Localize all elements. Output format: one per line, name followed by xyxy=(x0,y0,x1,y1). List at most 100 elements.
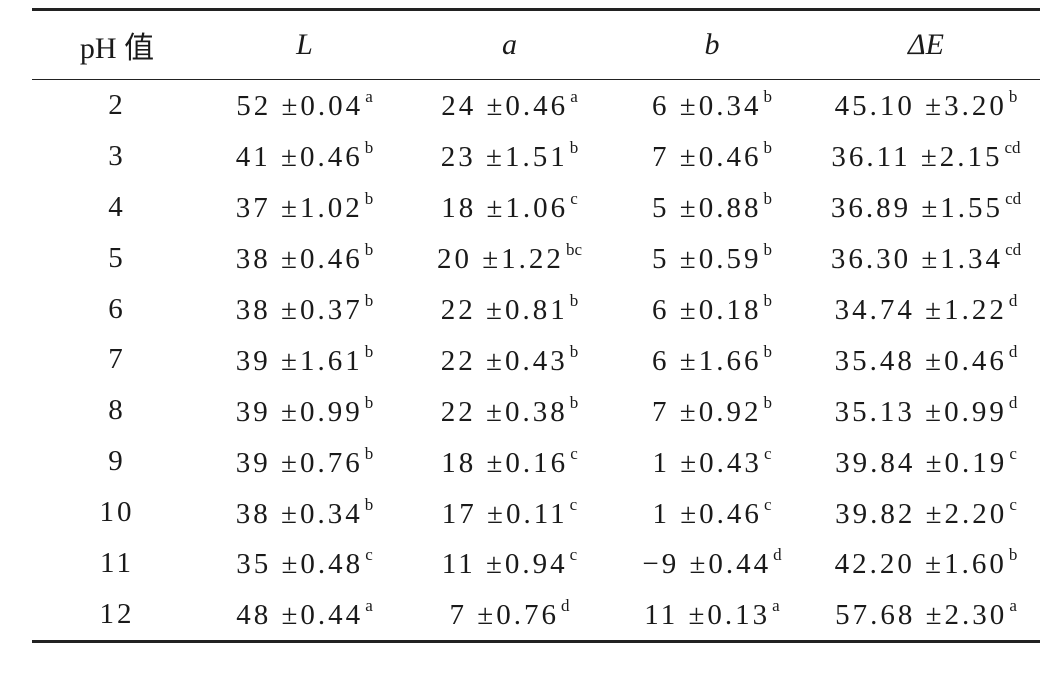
cell-value: 17 ±0.11 xyxy=(441,497,568,530)
column-header: b xyxy=(612,9,812,80)
significance-letter: d xyxy=(773,545,782,565)
value-cell: 39.82 ±2.20 c xyxy=(812,487,1040,538)
significance-letter: a xyxy=(1009,596,1017,616)
ph-cell: 11 xyxy=(100,546,134,579)
value-cell: 35 ±0.48 c xyxy=(202,538,407,589)
significance-letter: c xyxy=(569,545,578,565)
significance-letter: b xyxy=(364,189,374,209)
value-cell: 36.30 ±1.34 cd xyxy=(812,233,1040,284)
cell-value: −9 ±0.44 xyxy=(642,548,772,581)
ph-cell: 4 xyxy=(108,190,126,223)
cell-value: 5 ±0.59 xyxy=(652,243,762,276)
cell-value: 36.30 ±1.34 xyxy=(830,243,1004,276)
cell-value: 22 ±0.43 xyxy=(440,344,568,377)
significance-letter: a xyxy=(365,596,373,616)
significance-letter: bc xyxy=(565,240,582,260)
value-cell: 11 ±0.94 c xyxy=(407,538,612,589)
value-cell: 39 ±0.76 b xyxy=(202,436,407,487)
cell-value: 5 ±0.88 xyxy=(652,192,762,225)
significance-letter: a xyxy=(772,596,780,616)
significance-letter: b xyxy=(1008,545,1018,565)
value-cell: 36.11 ±2.15 cd xyxy=(812,131,1040,182)
table-row: 2 52 ±0.04 a 24 ±0.46 a 6 ±0.34 b 45.10 ±3.20 b xyxy=(32,80,1040,131)
cell-value: 23 ±1.51 xyxy=(440,141,568,174)
table-body: 2 52 ±0.04 a 24 ±0.46 a 6 ±0.34 b 45.10 ±3.20 b 3… xyxy=(32,80,1040,642)
cell-value: 7 ±0.92 xyxy=(652,395,762,428)
cell-value: 1 ±0.46 xyxy=(652,497,762,530)
value-cell: 35.13 ±0.99 d xyxy=(812,385,1040,436)
value-cell: 42.20 ±1.60 b xyxy=(812,538,1040,589)
value-cell: 7 ±0.92 b xyxy=(612,385,812,436)
significance-letter: d xyxy=(1008,341,1018,361)
table-row: 6 38 ±0.37 b 22 ±0.81 b 6 ±0.18 b 34.74 ±1.22 d xyxy=(32,284,1040,335)
table-row: 12 48 ±0.44 a 7 ±0.76 d 11 ±0.13 a 57.68 ±2.30 a xyxy=(32,589,1040,641)
significance-letter: b xyxy=(569,341,579,361)
significance-letter: b xyxy=(763,291,772,310)
value-cell: 34.74 ±1.22 d xyxy=(812,284,1040,335)
table-row: 3 41 ±0.46 b 23 ±1.51 b 7 ±0.46 b 36.11 ±2.15 cd xyxy=(32,131,1040,182)
cell-value: 38 ±0.46 xyxy=(235,243,363,276)
cell-value: 39.82 ±2.20 xyxy=(835,497,1008,530)
significance-letter: c xyxy=(570,189,578,209)
table-row: 9 39 ±0.76 b 18 ±0.16 c 1 ±0.43 c 39.84 ±0.19 c xyxy=(32,436,1040,487)
ph-cell: 8 xyxy=(108,394,126,427)
significance-letter: b xyxy=(364,138,374,158)
value-cell: 39 ±1.61 b xyxy=(202,334,407,385)
cell-value: 7 ±0.46 xyxy=(652,141,762,174)
cell-value: 11 ±0.94 xyxy=(441,548,568,581)
value-cell: 5 ±0.88 b xyxy=(612,182,812,233)
value-cell: 7 ±0.46 b xyxy=(612,131,812,182)
significance-letter: d xyxy=(1008,291,1018,310)
ph-cell: 9 xyxy=(108,445,126,478)
value-cell: 22 ±0.38 b xyxy=(407,385,612,436)
cell-value: 22 ±0.81 xyxy=(440,294,568,326)
significance-letter: b xyxy=(364,341,374,361)
significance-letter: b xyxy=(1008,87,1018,107)
value-cell: 6 ±1.66 b xyxy=(612,334,812,385)
significance-letter: b xyxy=(763,240,772,260)
significance-letter: b xyxy=(364,291,374,310)
significance-letter: b xyxy=(364,392,374,412)
significance-letter: b xyxy=(763,189,772,209)
cell-value: 41 ±0.46 xyxy=(235,141,363,174)
significance-letter: b xyxy=(364,240,374,260)
cell-value: 6 ±1.66 xyxy=(652,344,762,377)
table-row: 8 39 ±0.99 b 22 ±0.38 b 7 ±0.92 b 35.13 ±0.99 d xyxy=(32,385,1040,436)
significance-letter: cd xyxy=(1005,189,1022,209)
cell-value: 38 ±0.34 xyxy=(235,497,363,530)
cell-value: 18 ±0.16 xyxy=(441,446,569,479)
ph-cell: 10 xyxy=(99,496,135,529)
value-cell: 24 ±0.46 a xyxy=(407,80,612,131)
ph-cell: 3 xyxy=(108,139,126,172)
table-row: 5 38 ±0.46 b 20 ±1.22 bc 5 ±0.59 b 36.30 ±1.34 c… xyxy=(32,233,1040,284)
value-cell: 45.10 ±3.20 b xyxy=(812,80,1040,131)
value-cell: 23 ±1.51 b xyxy=(407,131,612,182)
column-header: L xyxy=(202,9,407,80)
cell-value: 6 ±0.18 xyxy=(652,294,762,326)
significance-letter: b xyxy=(763,138,772,158)
cell-value: 45.10 ±3.20 xyxy=(834,90,1007,123)
cell-value: 39.84 ±0.19 xyxy=(835,446,1008,479)
significance-letter: c xyxy=(763,443,772,463)
column-header: pH 值 xyxy=(32,9,202,80)
cell-value: 39 ±0.76 xyxy=(235,446,363,479)
value-cell: 39.84 ±0.19 c xyxy=(812,436,1040,487)
value-cell: 18 ±0.16 c xyxy=(407,436,612,487)
table-row: 7 39 ±1.61 b 22 ±0.43 b 6 ±1.66 b 35.48 ±0.46 d xyxy=(32,334,1040,385)
significance-letter: b xyxy=(569,392,579,412)
value-cell: 37 ±1.02 b xyxy=(202,182,407,233)
value-cell: 7 ±0.76 d xyxy=(407,589,612,641)
significance-letter: c xyxy=(1009,443,1017,463)
significance-letter: d xyxy=(560,596,570,616)
value-cell: 22 ±0.43 b xyxy=(407,334,612,385)
value-cell: 17 ±0.11 c xyxy=(407,487,612,538)
cell-value: 48 ±0.44 xyxy=(236,599,364,632)
cell-value: 42.20 ±1.60 xyxy=(834,548,1007,581)
cell-value: 38 ±0.37 xyxy=(235,294,363,326)
ph-cell: 2 xyxy=(108,88,126,121)
significance-letter: b xyxy=(569,138,579,158)
cell-value: 11 ±0.13 xyxy=(644,599,771,632)
significance-letter: c xyxy=(365,545,373,565)
